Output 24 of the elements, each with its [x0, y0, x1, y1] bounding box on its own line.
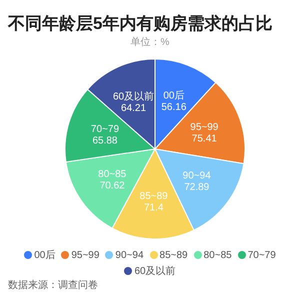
chart-title: 不同年龄层5年内有购房需求的占比: [8, 13, 272, 35]
data-label: 75.41: [192, 133, 218, 144]
legend-label: 00后: [33, 248, 56, 262]
legend-label: 85~89: [158, 248, 188, 262]
slice-label: 60及以前: [112, 90, 154, 102]
slice-label: 80~85: [98, 168, 127, 180]
legend-label: 80~85: [202, 248, 232, 262]
slice-label: 85~89: [140, 191, 168, 202]
legend-label: 95~99: [70, 248, 100, 262]
source-note: 数据来源：调查问卷: [8, 280, 98, 291]
slice-label: 70~79: [90, 124, 120, 136]
data-label: 65.88: [92, 136, 118, 147]
legend-label: 90~94: [114, 248, 144, 262]
chart-subtitle: 单位：%: [130, 36, 170, 49]
slice-label: 00后: [163, 89, 184, 102]
slice-label: 90~94: [182, 170, 212, 182]
slice-label: 95~99: [190, 122, 219, 133]
data-label: 64.21: [121, 102, 147, 114]
legend-label: 60及以前: [133, 264, 176, 278]
legend-label: 70~79: [246, 248, 276, 262]
data-label: 70.62: [100, 180, 126, 192]
data-label: 56.16: [161, 102, 187, 113]
data-label: 71.4: [144, 202, 164, 214]
data-label: 72.89: [184, 182, 210, 193]
